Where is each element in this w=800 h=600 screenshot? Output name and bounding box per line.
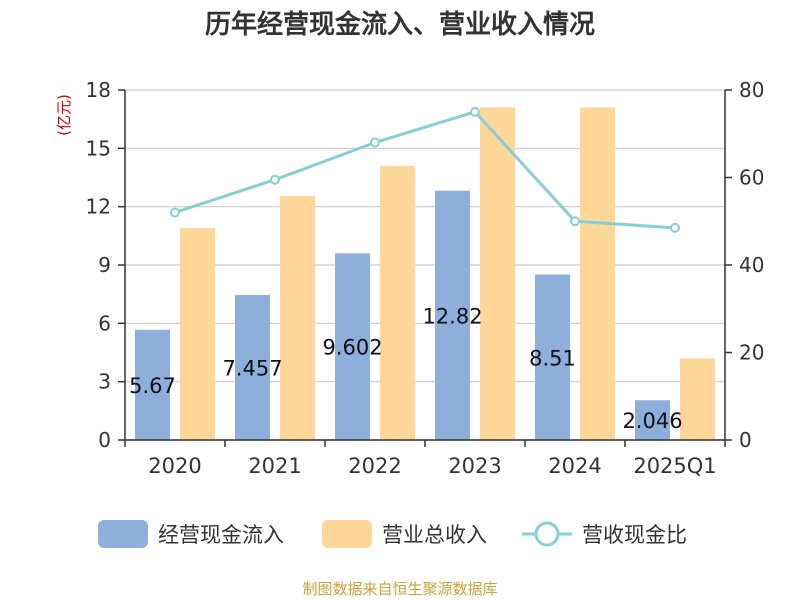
- bar-cash-inflow: [435, 190, 470, 440]
- data-label: 8.51: [529, 346, 576, 370]
- right-tick-label: 0: [739, 428, 752, 452]
- bar-marks: [135, 107, 715, 441]
- ratio-point: [570, 216, 580, 227]
- x-tick-label: 2025Q1: [633, 454, 716, 478]
- axes: 0 3 6 9 12 15 18 0 20 40 60 80 2020 2021 2022 2023 2024 2…: [86, 78, 765, 478]
- legend-label-ratio: 营收现金比: [582, 523, 687, 547]
- legend-label-cash-inflow: 经营现金流入: [158, 523, 284, 547]
- bar-revenue: [580, 107, 615, 440]
- right-tick-label: 20: [739, 341, 764, 365]
- x-tick-label: 2021: [248, 454, 301, 478]
- left-tick-label: 18: [86, 78, 111, 102]
- data-labels: 5.67 7.457 9.602 12.82 8.51 2.046: [129, 304, 682, 433]
- data-label: 5.67: [129, 374, 176, 398]
- ratio-point: [270, 174, 280, 185]
- bar-cash-inflow: [635, 400, 670, 440]
- legend-label-revenue: 营业总收入: [382, 523, 487, 547]
- bar-revenue: [380, 165, 415, 441]
- legend-swatch-cash-inflow: [98, 520, 148, 548]
- bar-revenue: [280, 195, 315, 440]
- left-tick-label: 15: [86, 136, 111, 160]
- chart-title: 历年经营现金流入、营业收入情况: [205, 9, 595, 40]
- left-tick-label: 3: [98, 370, 111, 394]
- x-tick-label: 2024: [548, 454, 601, 478]
- ratio-point: [670, 222, 680, 233]
- bar-cash-inflow: [335, 253, 370, 440]
- right-tick-label: 60: [739, 166, 764, 190]
- left-tick-label: 9: [98, 253, 111, 277]
- data-label: 7.457: [222, 357, 282, 381]
- legend-swatch-ratio-marker: [534, 521, 560, 547]
- left-tick-label: 0: [98, 428, 111, 452]
- ratio-point: [370, 137, 380, 148]
- x-tick-label: 2020: [148, 454, 201, 478]
- source-note: 制图数据来自恒生聚源数据库: [302, 580, 497, 598]
- ratio-point: [170, 207, 180, 218]
- left-axis-unit: (亿元): [55, 94, 73, 136]
- ratio-point: [470, 106, 480, 117]
- ratio-line: [170, 106, 680, 233]
- right-tick-label: 80: [739, 78, 764, 102]
- legend: 经营现金流入 营业总收入 营收现金比: [98, 520, 687, 548]
- x-tick-label: 2022: [348, 454, 401, 478]
- data-label: 9.602: [322, 336, 382, 360]
- right-tick-label: 40: [739, 253, 764, 277]
- bar-revenue: [680, 358, 715, 440]
- bar-revenue: [480, 107, 515, 440]
- left-tick-label: 6: [98, 311, 111, 335]
- bar-cash-inflow: [135, 329, 170, 440]
- legend-swatch-revenue: [322, 520, 372, 548]
- data-label: 12.82: [422, 304, 482, 328]
- ratio-line-path: [174, 110, 676, 230]
- left-tick-label: 12: [86, 195, 111, 219]
- x-tick-label: 2023: [448, 454, 501, 478]
- bar-cash-inflow: [535, 274, 570, 440]
- data-label: 2.046: [622, 409, 682, 433]
- bar-revenue: [180, 228, 215, 440]
- bar-cash-inflow: [235, 295, 270, 440]
